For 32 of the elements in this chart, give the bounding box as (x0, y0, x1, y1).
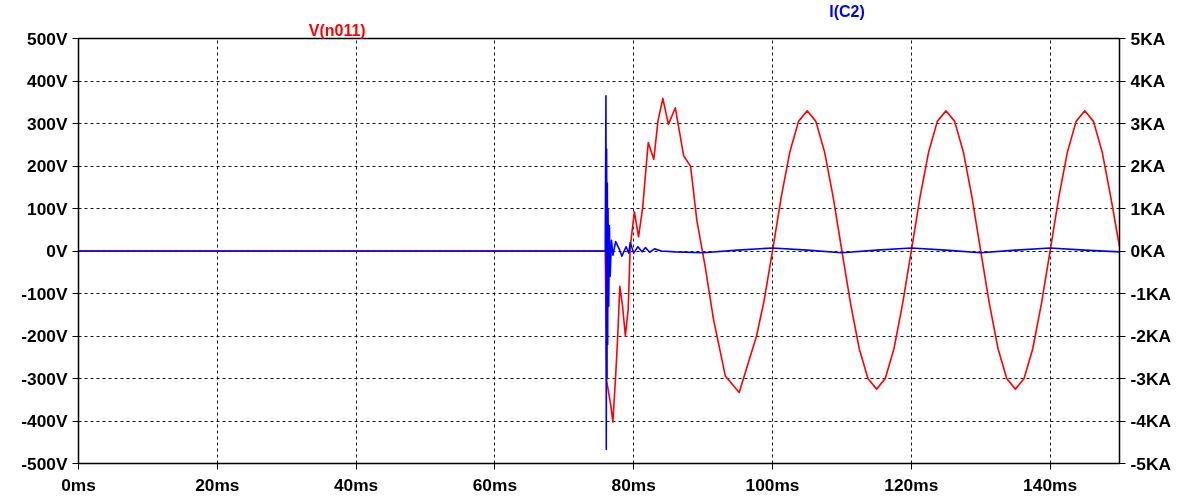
y-tick-label: 200V (27, 156, 68, 176)
y-tick-label: -100V (21, 283, 68, 304)
y2-tick-label: 4KA (1130, 71, 1166, 91)
y2-tick-label: -1KA (1130, 283, 1172, 304)
y2-tick-label: 2KA (1130, 156, 1166, 176)
x-tick-label: 100ms (745, 474, 800, 495)
text: I(C2) (829, 2, 865, 20)
y2-tick-label: -4KA (1130, 411, 1172, 431)
text: V(n011) (308, 21, 366, 39)
y-tick-label: 300V (27, 113, 68, 134)
y-tick-label: -500V (21, 453, 68, 474)
y2-tick-label: -5KA (1130, 453, 1172, 474)
x-tick-label: 0ms (61, 474, 96, 495)
y-tick-label: 400V (27, 71, 68, 91)
y-tick-label: -200V (21, 326, 68, 346)
x-tick-label: 60ms (472, 474, 518, 495)
y-tick-label: 0V (46, 241, 68, 261)
x-tick-label: 120ms (884, 474, 939, 495)
y-tick-label: -400V (21, 411, 68, 431)
y-tick-label: -300V (21, 368, 68, 389)
x-tick-label: 20ms (195, 474, 240, 495)
y-tick-label: 500V (27, 28, 68, 49)
y2-tick-label: 1KA (1130, 198, 1166, 219)
y2-tick-label: 0KA (1130, 241, 1166, 261)
x-tick-label: 80ms (611, 474, 656, 495)
y2-tick-label: 3KA (1130, 113, 1166, 134)
y2-tick-label: 5KA (1130, 28, 1166, 49)
x-tick-label: 40ms (333, 474, 379, 495)
x-tick-label: 140ms (1023, 474, 1078, 495)
y2-tick-label: -3KA (1130, 368, 1172, 389)
y2-tick-label: -2KA (1130, 326, 1172, 346)
y-tick-label: 100V (27, 198, 68, 219)
